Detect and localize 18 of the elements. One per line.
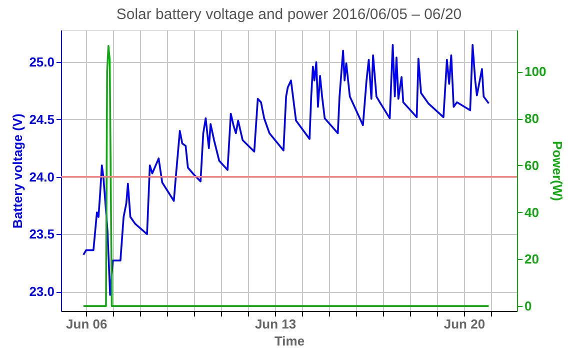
x-tick-label: Jun 13	[254, 316, 296, 332]
y-axis-title: Battery voltage (V)	[10, 114, 26, 228]
y2-tick-label: 40	[524, 204, 539, 220]
x-tick-label: Jun 20	[444, 316, 486, 332]
x-axis-title: Time	[274, 334, 305, 348]
y2-axis-title: Power(W)	[550, 141, 566, 201]
y-tick-label: 24.5	[29, 112, 54, 127]
y2-tick-label: 100	[524, 64, 546, 80]
y-tick-label: 25.0	[29, 54, 54, 70]
y2-tick-label: 20	[524, 252, 539, 267]
y2-tick-label: 80	[524, 111, 539, 126]
y2-tick-label: 60	[524, 158, 539, 173]
chart-title: Solar battery voltage and power 2016/06/05 – 06/20	[116, 6, 462, 23]
y-tick-label: 23.5	[29, 226, 54, 242]
y-tick-label: 23.0	[29, 284, 54, 299]
y2-tick-label: 0	[524, 298, 532, 314]
x-tick-label: Jun 06	[66, 316, 108, 332]
y-tick-label: 24.0	[29, 169, 54, 184]
